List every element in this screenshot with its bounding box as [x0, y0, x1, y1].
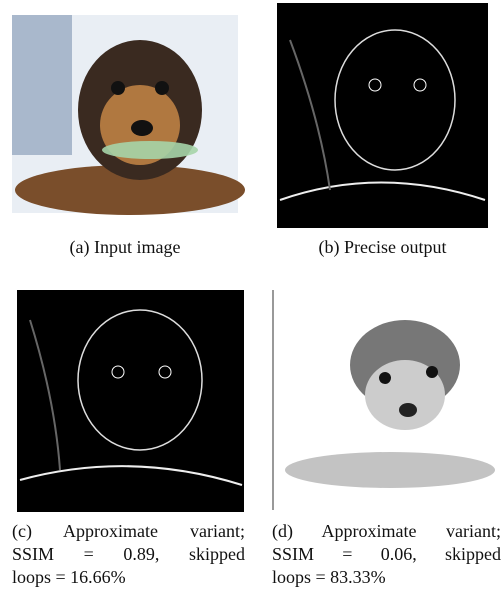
caption: (c) Approximate variant; SSIM = 0.89, sk… — [12, 520, 245, 589]
approximate-variant-image — [272, 290, 500, 510]
input-image — [12, 15, 245, 215]
caption-line: loops = 16.66% — [12, 567, 126, 587]
caption-line: SSIM = 0.89, skipped — [12, 544, 245, 564]
caption: (b) Precise output — [277, 236, 488, 259]
caption-line: SSIM = 0.06, skipped — [272, 544, 501, 564]
precise-output-image — [277, 3, 488, 228]
approximate-variant-image — [17, 290, 244, 512]
caption: (d) Approximate variant; SSIM = 0.06, sk… — [272, 520, 501, 589]
caption: (a) Input image — [12, 236, 238, 259]
caption-line: (b) Precise output — [318, 237, 447, 257]
caption-line: loops = 83.33% — [272, 567, 386, 587]
caption-line: (a) Input image — [69, 237, 181, 257]
caption-line: (d) Approximate variant; — [272, 521, 501, 541]
caption-line: (c) Approximate variant; — [12, 521, 245, 541]
